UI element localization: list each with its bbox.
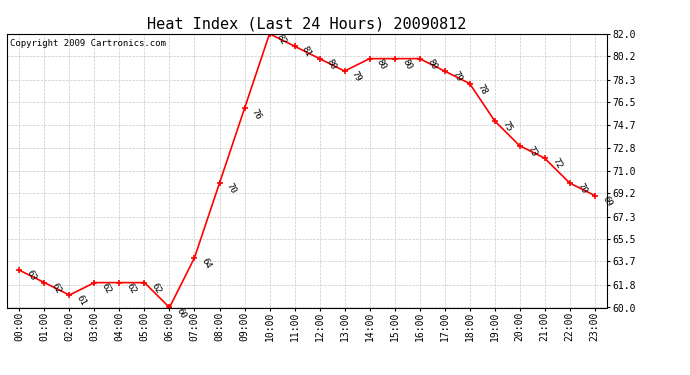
Text: 62: 62 (50, 281, 63, 295)
Text: 80: 80 (375, 57, 388, 71)
Text: 61: 61 (75, 294, 88, 308)
Text: 79: 79 (450, 70, 464, 84)
Text: 72: 72 (550, 157, 564, 171)
Text: Copyright 2009 Cartronics.com: Copyright 2009 Cartronics.com (10, 39, 166, 48)
Text: 80: 80 (400, 57, 413, 71)
Text: 69: 69 (600, 194, 613, 208)
Text: 79: 79 (350, 70, 364, 84)
Title: Heat Index (Last 24 Hours) 20090812: Heat Index (Last 24 Hours) 20090812 (148, 16, 466, 31)
Text: 70: 70 (225, 182, 238, 195)
Text: 63: 63 (25, 269, 38, 283)
Text: 75: 75 (500, 120, 513, 133)
Text: 76: 76 (250, 107, 264, 121)
Text: 81: 81 (300, 45, 313, 58)
Text: 62: 62 (100, 281, 113, 295)
Text: 82: 82 (275, 32, 288, 46)
Text: 62: 62 (125, 281, 138, 295)
Text: 62: 62 (150, 281, 164, 295)
Text: 78: 78 (475, 82, 489, 96)
Text: 70: 70 (575, 182, 589, 195)
Text: 60: 60 (175, 306, 188, 320)
Text: 80: 80 (325, 57, 338, 71)
Text: 80: 80 (425, 57, 438, 71)
Text: 73: 73 (525, 144, 538, 158)
Text: 64: 64 (200, 256, 213, 270)
